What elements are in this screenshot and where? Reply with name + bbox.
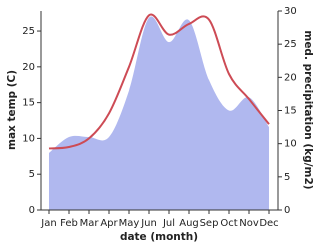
x-tick-label: Dec (259, 218, 278, 229)
precipitation-area (49, 16, 269, 210)
x-tick-label: Jun (140, 218, 157, 229)
x-tick-label: May (119, 218, 140, 229)
x-tick-label: Mar (80, 218, 100, 229)
y-tick-label: 25 (22, 26, 35, 37)
x-tick-label: Feb (60, 218, 78, 229)
y-tick-label: 20 (22, 62, 35, 73)
y2-tick-label: 20 (284, 72, 297, 83)
y2-tick-label: 5 (284, 172, 290, 183)
x-axis-label: date (month) (120, 231, 198, 243)
y2-tick-label: 15 (284, 106, 297, 117)
y2-tick-label: 0 (284, 205, 290, 216)
y-tick-label: 0 (29, 205, 35, 216)
y2-tick-label: 25 (284, 39, 297, 50)
x-tick-label: Nov (239, 218, 259, 229)
y2-tick-label: 10 (284, 139, 297, 150)
y-tick-label: 15 (22, 98, 35, 109)
page: {"chart_data": {"type": "line-area", "ca… (6, 6, 314, 243)
x-tick-label: Jan (40, 218, 56, 229)
temp-line (48, 13, 270, 150)
y2-tick-label: 30 (284, 6, 297, 17)
chart: date (month) max temp (C) med. precipita… (6, 6, 314, 243)
x-tick-label: Aug (179, 218, 199, 229)
y-tick-label: 10 (22, 133, 35, 144)
y2-axis-label: med. precipitation (kg/m2) (302, 30, 314, 189)
x-tick-label: Apr (100, 218, 118, 229)
x-tick-label: Jul (162, 218, 175, 229)
y-tick-label: 5 (29, 169, 35, 180)
x-tick-label: Sep (200, 218, 219, 229)
x-tick-label: Oct (220, 218, 237, 229)
y-axis-label: max temp (C) (6, 70, 18, 150)
